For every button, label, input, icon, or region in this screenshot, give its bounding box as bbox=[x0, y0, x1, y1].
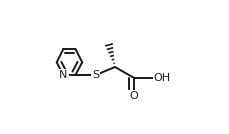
Text: OH: OH bbox=[153, 73, 170, 83]
Text: S: S bbox=[92, 70, 99, 80]
Text: O: O bbox=[129, 92, 138, 101]
Text: N: N bbox=[59, 70, 67, 80]
